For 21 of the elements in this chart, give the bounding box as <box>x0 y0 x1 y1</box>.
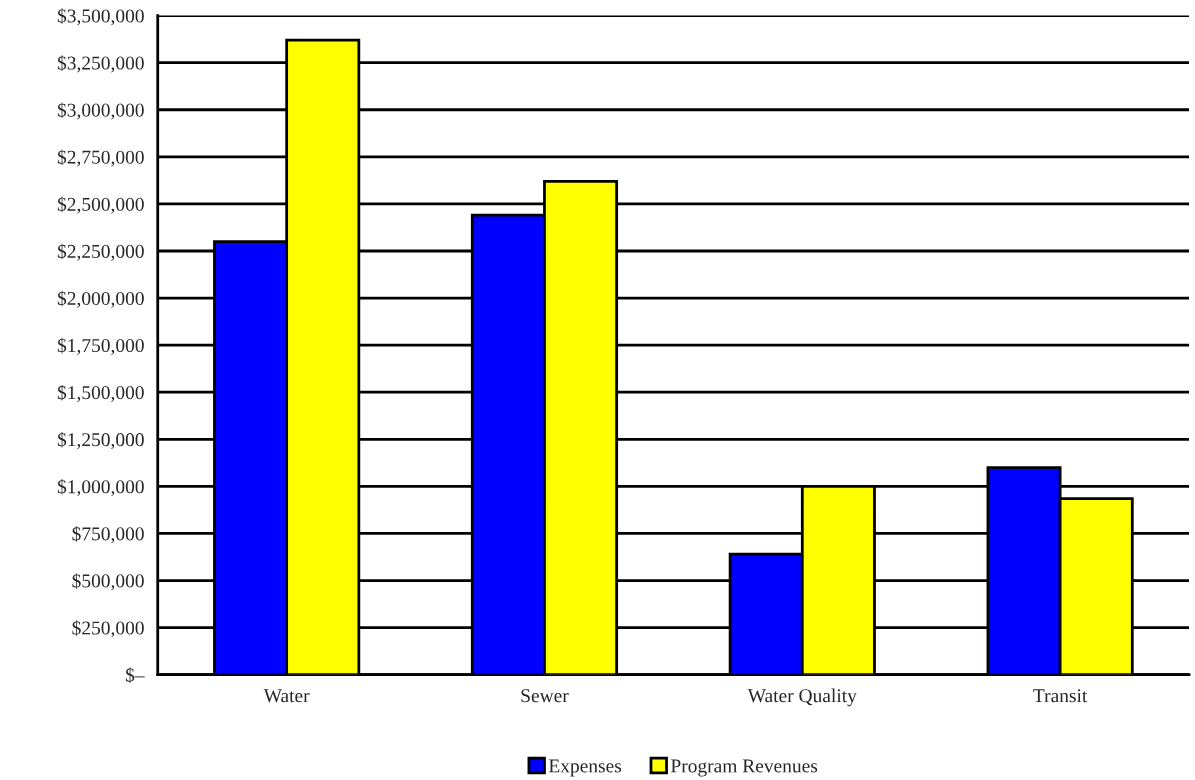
y-tick-label: $750,000 <box>72 526 144 544</box>
y-tick-label: $– <box>125 667 145 683</box>
y-tick-label: $1,000,000 <box>57 479 144 497</box>
y-tick-label: $2,500,000 <box>57 196 144 214</box>
y-tick-label: $250,000 <box>72 620 144 638</box>
y-tick-label: $500,000 <box>72 573 144 591</box>
legend-label: Expenses <box>548 759 622 777</box>
y-tick-label: $3,500,000 <box>57 8 144 26</box>
legend-label: Program Revenues <box>670 759 818 777</box>
y-tick-label: $2,250,000 <box>57 243 144 261</box>
y-tick-label: $3,250,000 <box>57 55 144 73</box>
x-tick-label: Water <box>263 689 310 703</box>
y-tick-label: $1,750,000 <box>57 337 144 355</box>
x-tick-label: Water Quality <box>747 688 857 707</box>
y-tick-label: $2,750,000 <box>57 149 144 167</box>
x-tick-label: Sewer <box>521 689 569 703</box>
y-tick-label: $1,500,000 <box>57 384 144 402</box>
y-tick-label: $2,000,000 <box>57 290 144 308</box>
x-tick-label: Transit <box>1033 689 1088 703</box>
y-tick-label: $3,000,000 <box>57 102 144 120</box>
y-tick-label: $1,250,000 <box>57 431 144 450</box>
